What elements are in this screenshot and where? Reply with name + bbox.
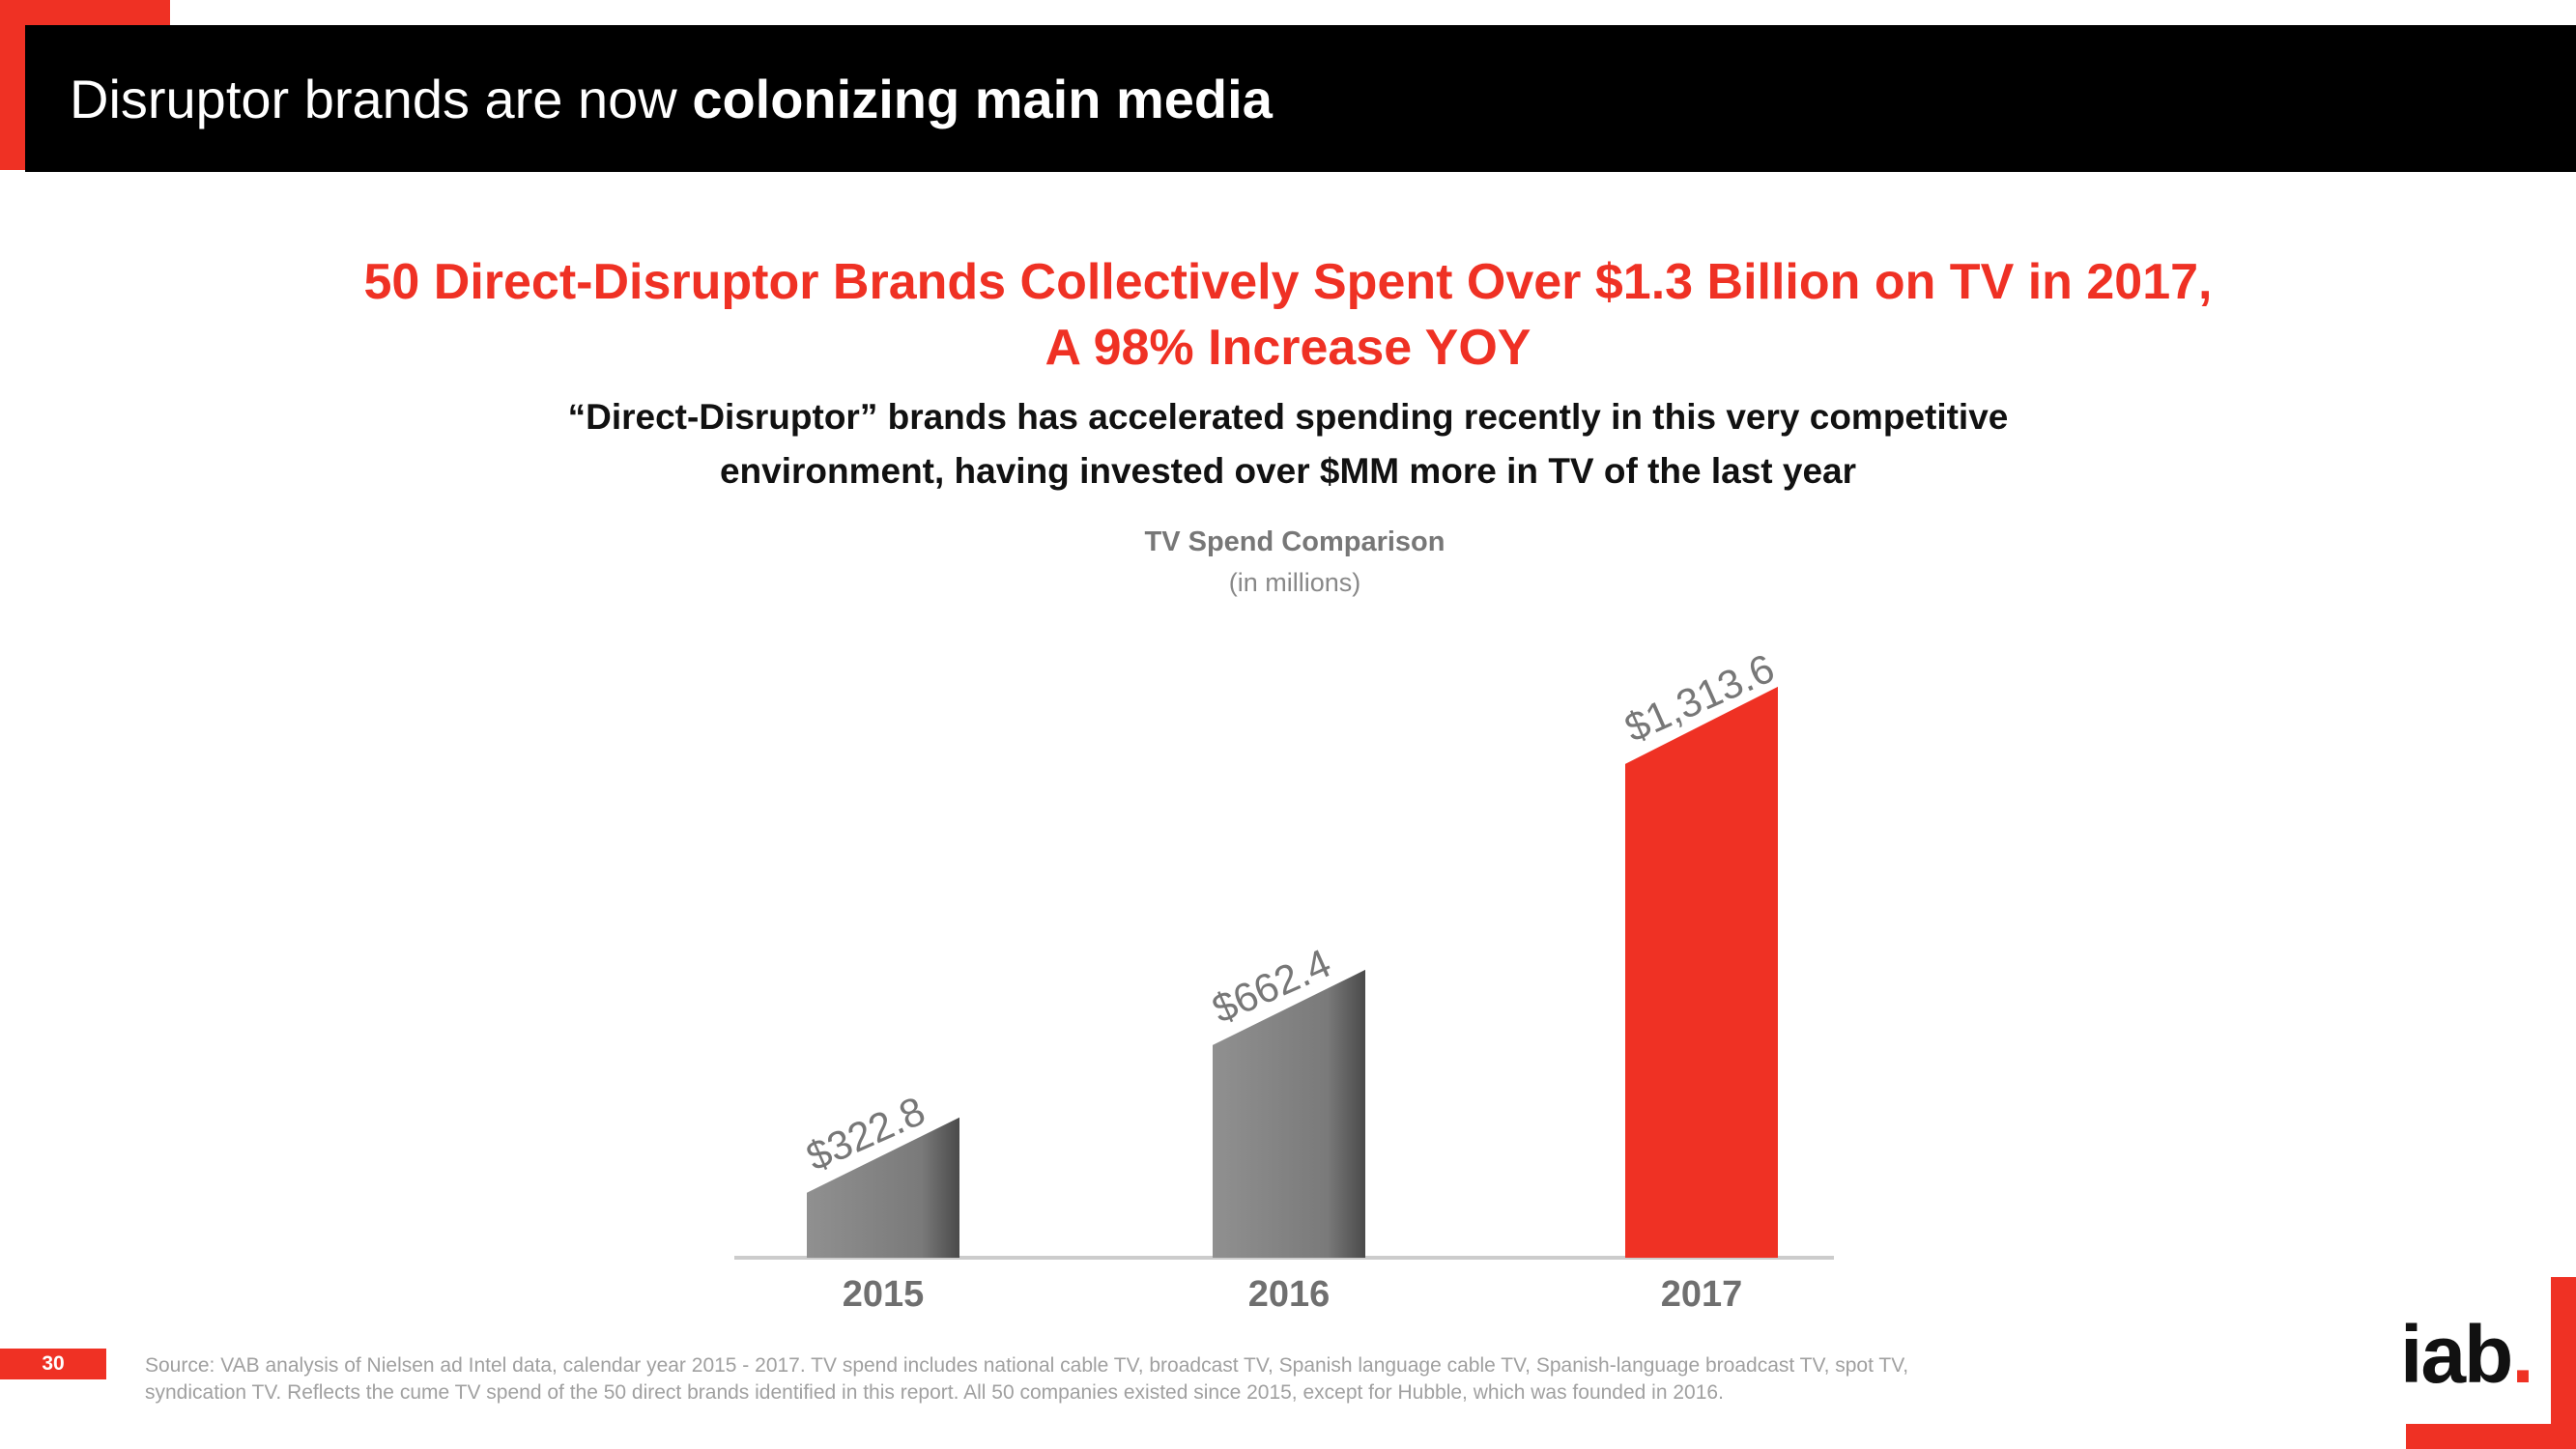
x-tick-label-2017: 2017 <box>1661 1274 1743 1315</box>
source-note: Source: VAB analysis of Nielsen ad Intel… <box>145 1352 2077 1406</box>
subheadline-line-2: environment, having invested over $MM mo… <box>719 451 1857 491</box>
logo-dot: . <box>2511 1309 2533 1400</box>
bar-2015 <box>807 1117 959 1258</box>
source-line-1: Source: VAB analysis of Nielsen ad Intel… <box>145 1354 1909 1377</box>
iab-logo: iab. <box>2400 1314 2534 1395</box>
headline-line-1: 50 Direct-Disruptor Brands Collectively … <box>363 254 2213 310</box>
corner-accent-bottom-horizontal <box>2406 1424 2576 1449</box>
header-bar: Disruptor brands are now colonizing main… <box>25 25 2576 172</box>
x-tick-label-2015: 2015 <box>843 1274 925 1315</box>
slide-title-regular: Disruptor brands are now <box>70 68 693 129</box>
chart-title: TV Spend Comparison <box>1145 526 1445 557</box>
slide-title: Disruptor brands are now colonizing main… <box>70 68 1273 130</box>
x-tick-label-2016: 2016 <box>1248 1274 1331 1315</box>
subheadline-line-1: “Direct-Disruptor” brands has accelerate… <box>567 397 2009 437</box>
subheadline: “Direct-Disruptor” brands has accelerate… <box>386 390 2190 498</box>
page-number: 30 <box>0 1349 106 1379</box>
bar-2016 <box>1213 969 1365 1258</box>
bar-2017 <box>1625 686 1778 1258</box>
chart-subtitle: (in millions) <box>1229 568 1361 597</box>
corner-accent-top-vertical <box>0 0 25 170</box>
slide-title-bold: colonizing main media <box>692 68 1273 129</box>
corner-accent-top-horizontal <box>0 0 170 25</box>
headline-line-2: A 98% Increase YOY <box>1045 320 1531 376</box>
tv-spend-bar-chart: TV Spend Comparison (in millions) $322.8… <box>734 526 1834 1315</box>
corner-accent-bottom-vertical <box>2551 1277 2576 1449</box>
logo-text: iab <box>2400 1309 2513 1400</box>
source-line-2: syndication TV. Reflects the cume TV spe… <box>145 1381 1724 1404</box>
headline: 50 Direct-Disruptor Brands Collectively … <box>193 249 2383 381</box>
